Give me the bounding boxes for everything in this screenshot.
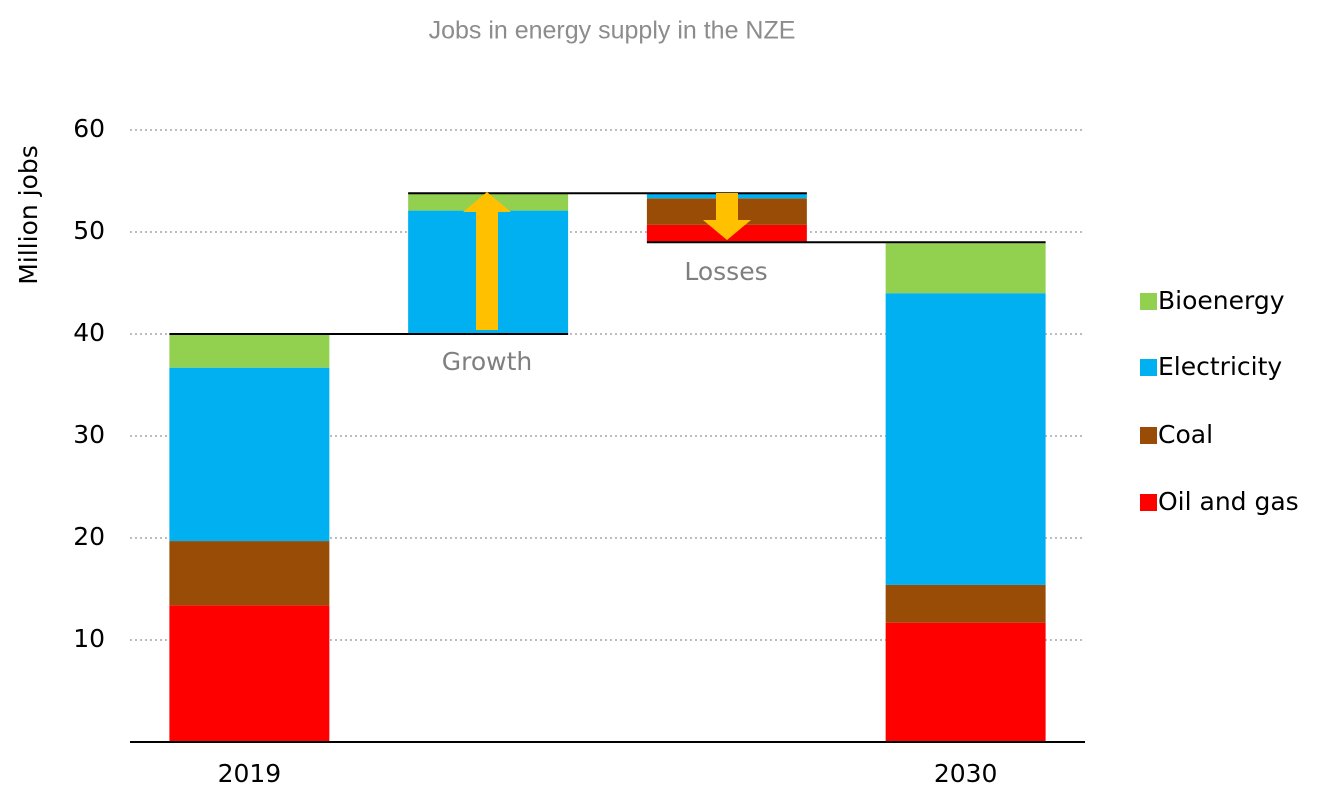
y-tick-label: 60: [73, 114, 105, 143]
bar-segment: [885, 293, 1046, 585]
y-tick-label: 10: [73, 624, 105, 653]
bar-segment: [885, 622, 1046, 742]
legend-swatch: [1140, 427, 1157, 444]
y-axis-label: Million jobs: [14, 145, 43, 285]
legend-label: Oil and gas: [1158, 487, 1299, 516]
legend-label: Electricity: [1158, 352, 1282, 381]
legend-swatch: [1140, 494, 1157, 511]
y-tick-label: 30: [73, 420, 105, 449]
bar-segment: [169, 541, 330, 606]
chart-title: Jobs in energy supply in the NZE: [429, 17, 796, 45]
y-tick-label: 40: [73, 318, 105, 347]
bar-segment: [169, 605, 330, 742]
legend-label: Bioenergy: [1158, 286, 1285, 315]
growth-arrow: [463, 192, 511, 330]
annotation: Growth: [442, 347, 533, 376]
legend-swatch: [1140, 293, 1157, 310]
legend-swatch: [1140, 359, 1157, 376]
bar-segment: [885, 584, 1046, 623]
bar-segment: [885, 243, 1046, 294]
x-tick-label: 2019: [218, 759, 282, 788]
bar-segment: [169, 334, 330, 368]
loss-arrow: [703, 193, 751, 240]
bar-segment: [169, 367, 330, 542]
y-tick-label: 20: [73, 522, 105, 551]
legend-label: Coal: [1158, 420, 1213, 449]
x-tick-label: 2030: [934, 759, 998, 788]
y-tick-label: 50: [73, 216, 105, 245]
annotation: Losses: [684, 257, 767, 286]
